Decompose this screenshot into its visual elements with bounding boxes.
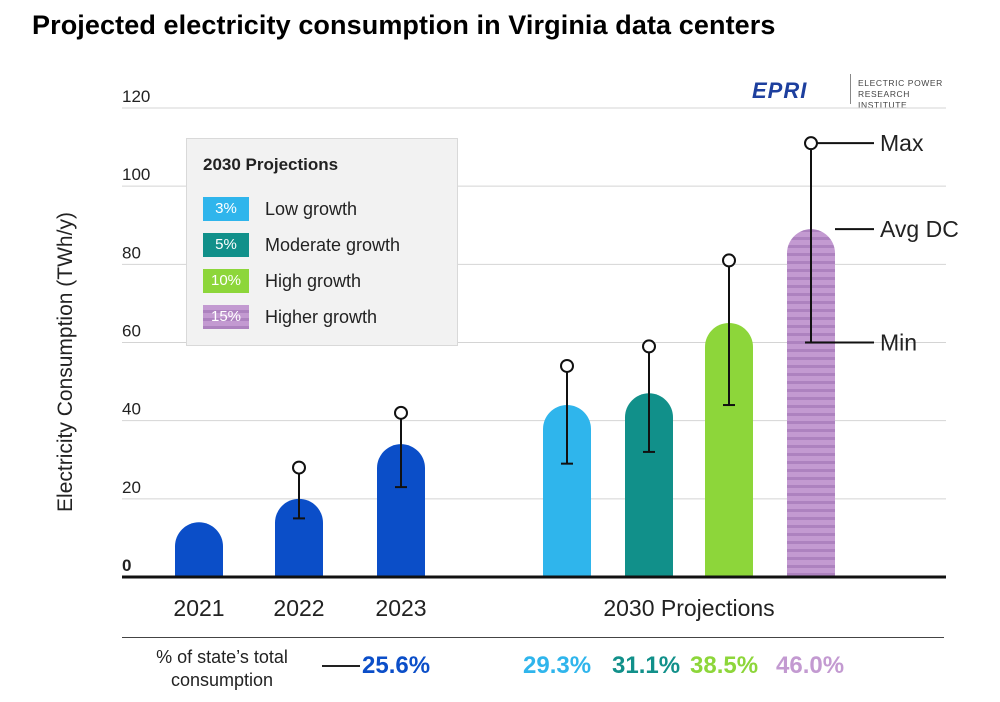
x-group-label: 2021 bbox=[173, 595, 224, 621]
annotations: Max Avg DC Min bbox=[817, 130, 959, 356]
legend-swatch: 15% bbox=[203, 305, 249, 329]
legend: 2030 Projections 3% Low growth 5% Modera… bbox=[186, 138, 458, 346]
bar-10% bbox=[705, 322, 753, 577]
bar-2023 bbox=[377, 444, 425, 577]
y-tick-label: 80 bbox=[122, 243, 141, 262]
annotation-label: Avg DC bbox=[880, 216, 959, 242]
y-tick-label: 40 bbox=[122, 400, 141, 419]
share-label: % of state’s total consumption bbox=[156, 647, 288, 690]
legend-label: Low growth bbox=[265, 199, 358, 219]
error-bar-max-marker bbox=[642, 339, 656, 354]
error-bar-max-marker bbox=[394, 405, 408, 420]
logo-separator bbox=[850, 74, 851, 104]
table-divider bbox=[122, 637, 944, 638]
share-value-low: 29.3% bbox=[523, 652, 592, 679]
error-bar-max-marker bbox=[560, 358, 574, 373]
bar-2021 bbox=[175, 522, 223, 577]
share-value-high: 38.5% bbox=[690, 652, 759, 679]
share-value-higher: 46.0% bbox=[776, 652, 845, 679]
y-tick-labels: 0 20 40 60 80 100 120 bbox=[122, 87, 150, 575]
legend-swatch: 10% bbox=[203, 269, 249, 293]
error-bar-max-marker bbox=[292, 460, 306, 475]
legend-title: 2030 Projections bbox=[203, 155, 339, 174]
y-axis-label: Electricity Consumption (TWh/y) bbox=[54, 212, 77, 512]
logo-line-1: ELECTRIC POWER bbox=[858, 78, 943, 88]
error-bar-max-marker bbox=[722, 253, 736, 268]
legend-swatch: 5% bbox=[203, 233, 249, 257]
bar-2022 bbox=[275, 498, 323, 577]
x-group-label: 2022 bbox=[273, 595, 324, 621]
logo-mark: EPRI bbox=[752, 78, 808, 103]
error-bars bbox=[292, 136, 818, 520]
chart-title: Projected electricity consumption in Vir… bbox=[32, 10, 776, 40]
y-tick-label: 20 bbox=[122, 478, 141, 497]
x-group-label: 2030 Projections bbox=[603, 595, 774, 621]
share-value-2023: 25.6% bbox=[362, 652, 431, 679]
y-tick-label: 120 bbox=[122, 87, 150, 106]
logo-subtitle: ELECTRIC POWER RESEARCH INSTITUTE bbox=[858, 78, 962, 111]
y-tick-label: 60 bbox=[122, 322, 141, 341]
x-group-labels: 2021 2022 2023 2030 Projections bbox=[173, 595, 774, 621]
bar-3% bbox=[543, 405, 591, 577]
bar-15% bbox=[787, 229, 835, 577]
share-value-moderate: 31.1% bbox=[612, 652, 681, 679]
epri-logo: EPRI ELECTRIC POWER RESEARCH INSTITUTE bbox=[752, 70, 962, 110]
bars bbox=[175, 229, 835, 577]
error-bar-max-marker bbox=[804, 136, 818, 151]
annotation-label: Min bbox=[880, 330, 917, 356]
logo-line-2: RESEARCH INSTITUTE bbox=[858, 89, 911, 110]
bar-5% bbox=[625, 393, 673, 577]
y-tick-label: 0 bbox=[122, 556, 131, 575]
legend-label: Higher growth bbox=[265, 307, 378, 327]
annotation-label: Max bbox=[880, 130, 924, 156]
x-group-label: 2023 bbox=[375, 595, 426, 621]
legend-label: Moderate growth bbox=[265, 235, 401, 255]
legend-label: High growth bbox=[265, 271, 362, 291]
legend-swatch: 3% bbox=[203, 197, 249, 221]
y-tick-label: 100 bbox=[122, 165, 150, 184]
share-dash bbox=[322, 665, 360, 667]
